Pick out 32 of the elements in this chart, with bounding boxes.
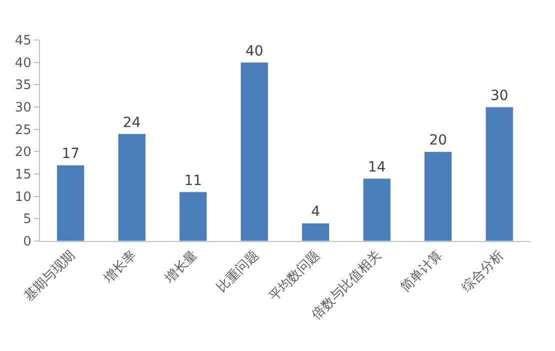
y-tick-label: 40 (14, 56, 32, 71)
x-tick-label: 简单计算 (398, 248, 446, 296)
bar (485, 106, 514, 241)
x-tick-label: 比重问题 (214, 248, 262, 296)
bar (56, 164, 85, 241)
y-tick-label: 35 (14, 78, 32, 94)
y-tick-label: 45 (14, 34, 32, 49)
data-label: 24 (122, 114, 141, 131)
x-tick-label: 基期与现期 (21, 248, 78, 304)
x-tick-label: 综合分析 (459, 248, 507, 296)
y-tick-label: 30 (14, 100, 32, 116)
bar (240, 62, 268, 241)
y-tick-label: 0 (23, 234, 32, 250)
data-label: 20 (429, 132, 448, 149)
data-label: 11 (184, 172, 202, 189)
y-tick-label: 15 (14, 168, 32, 183)
bar (302, 222, 330, 241)
y-tick-label: 5 (23, 212, 32, 228)
y-tick-label: 20 (14, 145, 32, 160)
bar (362, 178, 391, 241)
bar (179, 192, 208, 241)
x-tick-label: 增长率 (100, 247, 140, 287)
y-tick-label: 10 (14, 190, 32, 205)
data-label: 40 (245, 43, 264, 60)
data-label: 4 (311, 204, 320, 220)
data-label: 17 (62, 146, 80, 162)
data-label: 30 (490, 88, 508, 104)
bar (424, 151, 452, 241)
bar (118, 134, 146, 241)
y-tick-label: 25 (14, 122, 32, 138)
data-label: 14 (368, 159, 386, 176)
x-tick-label: 增长量 (162, 248, 201, 287)
